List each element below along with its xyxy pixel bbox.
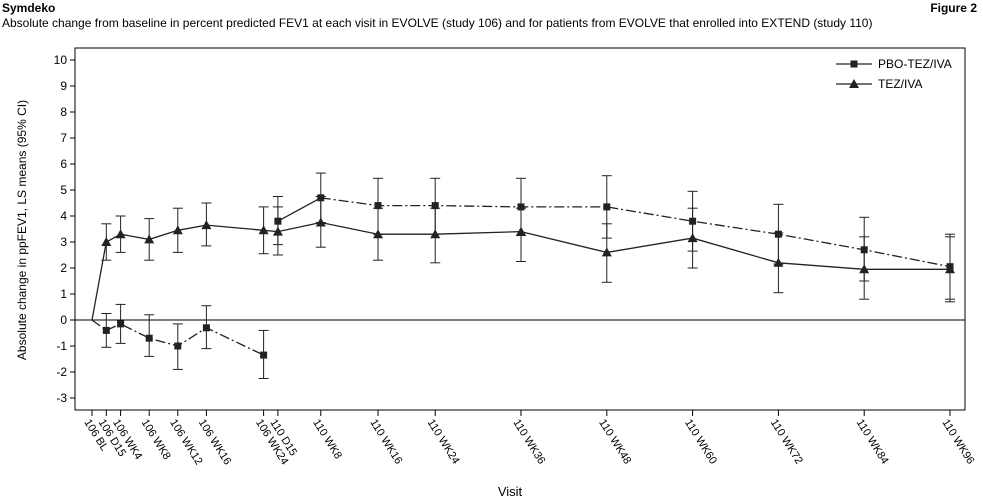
tez-iva-triangle-marker xyxy=(258,225,269,235)
plot-frame xyxy=(74,47,966,411)
y-tick-label: -3 xyxy=(56,391,67,405)
tez-iva-triangle-marker xyxy=(945,264,955,274)
y-tick-label: 10 xyxy=(54,53,68,67)
x-tick-label: 110 WK48 xyxy=(596,417,633,466)
legend-label-tez-iva: TEZ/IVA xyxy=(878,77,922,91)
x-tick-label: 110 WK24 xyxy=(425,417,462,466)
y-tick-label: 3 xyxy=(60,235,67,249)
pbo-tez-iva-square-marker xyxy=(431,202,439,210)
y-tick-label: 6 xyxy=(60,157,67,171)
pbo-tez-iva-line xyxy=(320,197,951,268)
tez-iva-triangle-marker xyxy=(272,226,283,236)
tez-iva-triangle-marker xyxy=(101,237,112,246)
pbo-tez-iva-square-marker xyxy=(102,326,110,334)
series-tez-iva xyxy=(91,196,955,321)
tez-iva-triangle-marker xyxy=(601,247,612,257)
tez-iva-triangle-marker xyxy=(373,229,383,239)
x-axis-label: Visit xyxy=(498,484,523,499)
tez-iva-triangle-marker xyxy=(315,217,326,227)
tez-iva-triangle-marker xyxy=(516,226,526,236)
tez-iva-triangle-marker xyxy=(201,220,212,230)
y-tick-label: 9 xyxy=(60,79,67,93)
y-tick-label: -2 xyxy=(56,365,67,379)
pbo-tez-iva-square-marker xyxy=(174,342,182,350)
y-tick-label: 1 xyxy=(60,287,67,301)
y-tick-label: -1 xyxy=(56,339,67,353)
y-tick-label: 2 xyxy=(60,261,67,275)
tez-iva-triangle-marker xyxy=(172,225,183,235)
y-tick-label: 7 xyxy=(60,131,67,145)
x-tick-label: 110 WK84 xyxy=(854,417,891,466)
pbo-tez-iva-line xyxy=(277,197,322,222)
pbo-tez-iva-square-marker xyxy=(145,334,153,342)
y-tick-label: 8 xyxy=(60,105,67,119)
x-tick-label: 110 WK8 xyxy=(310,417,344,461)
pbo-tez-iva-square-marker xyxy=(603,203,611,211)
tez-iva-triangle-marker xyxy=(115,229,126,239)
legend-pbo-tez-iva-square-marker xyxy=(850,60,858,68)
y-tick-label: 0 xyxy=(60,313,67,327)
legend-label-pbo-tez-iva: PBO-TEZ/IVA xyxy=(878,57,952,71)
legend: PBO-TEZ/IVA TEZ/IVA xyxy=(836,57,952,91)
x-tick-label: 110 WK60 xyxy=(682,417,719,466)
x-tick-label: 110 WK16 xyxy=(367,417,404,466)
plot-data xyxy=(91,172,955,379)
x-tick-label: 110 WK36 xyxy=(510,417,547,466)
pbo-tez-iva-square-marker xyxy=(202,324,210,332)
figure-subtitle: Absolute change from baseline in percent… xyxy=(2,16,873,30)
y-tick-label: 4 xyxy=(60,209,67,223)
tez-iva-triangle-marker xyxy=(773,257,784,267)
x-tick-label: 110 WK96 xyxy=(939,417,976,466)
pbo-tez-iva-square-marker xyxy=(517,203,525,211)
legend-tez-iva-triangle-marker xyxy=(849,79,859,88)
product-title: Symdeko xyxy=(2,1,56,15)
tez-iva-triangle-marker xyxy=(687,233,698,243)
y-tick-label: 5 xyxy=(60,183,67,197)
pbo-tez-iva-square-marker xyxy=(117,320,125,328)
pbo-tez-iva-square-marker xyxy=(374,202,382,210)
x-tick-label: 110 WK72 xyxy=(768,417,805,466)
series-pbo-tez-iva xyxy=(91,172,955,379)
tez-iva-triangle-marker xyxy=(859,264,870,274)
tez-iva-triangle-marker xyxy=(144,234,155,244)
y-axis-label: Absolute change in ppFEV1, LS means (95%… xyxy=(15,100,29,360)
pbo-tez-iva-square-marker xyxy=(260,351,268,359)
figure-label: Figure 2 xyxy=(930,1,977,15)
tez-iva-triangle-marker xyxy=(430,229,441,239)
